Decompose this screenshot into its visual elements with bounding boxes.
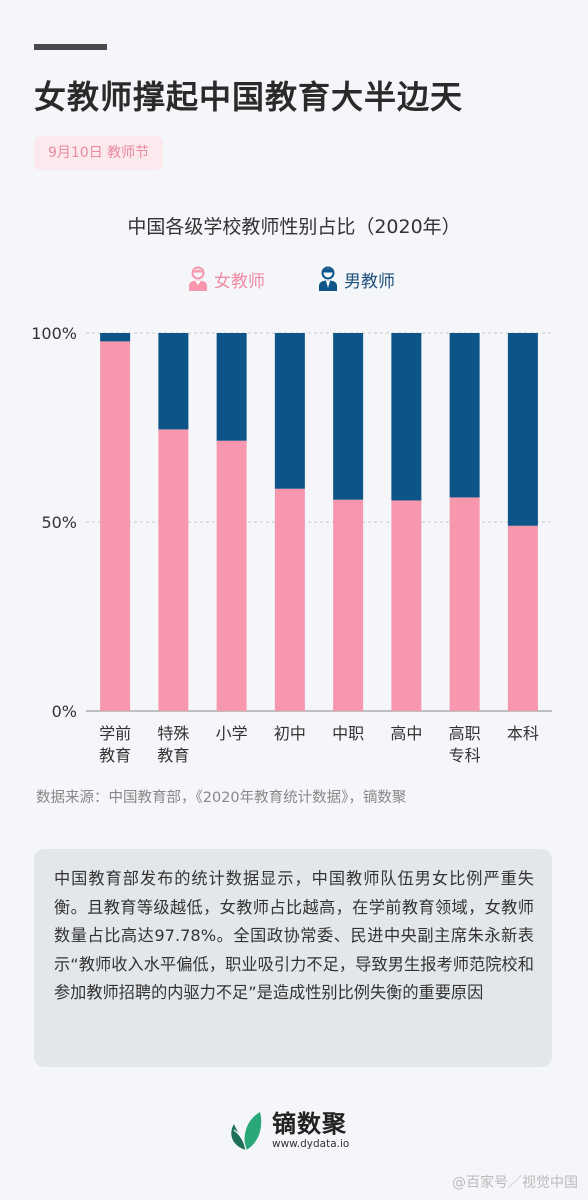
x-tick-label: 特殊 (157, 724, 189, 743)
x-tick-label: 专科 (449, 746, 481, 765)
watermark: @百家号／视觉中国 (452, 1175, 578, 1191)
description-box: 中国教育部发布的统计数据显示，中国教师队伍男女比例严重失衡。且教育等级越低，女教… (34, 849, 552, 1067)
data-source: 数据来源：中国教育部，《2020年教育统计数据》，镝数聚 (36, 790, 407, 806)
bar-male (507, 333, 538, 526)
x-tick-label: 高中 (390, 724, 422, 743)
bar-female (274, 488, 305, 711)
bar-female (391, 500, 422, 711)
bar-male (333, 333, 364, 500)
male-teacher-icon (319, 266, 337, 291)
y-tick-label: 0% (52, 702, 77, 721)
x-tick-label: 学前 (99, 724, 131, 743)
bar-female (507, 525, 538, 711)
bar-male (274, 333, 305, 489)
y-tick-label: 50% (41, 513, 77, 532)
bar-male (216, 333, 247, 441)
bar-female (333, 499, 364, 711)
page-title: 女教师撑起中国教育大半边天 (34, 78, 464, 116)
bar-female (158, 429, 189, 711)
bar-female (216, 440, 247, 711)
x-tick-label: 小学 (216, 724, 248, 743)
x-tick-label: 中职 (332, 724, 364, 743)
brand-logo: 镝数聚 www.dydata.io (226, 1110, 349, 1152)
description-text: 中国教育部发布的统计数据显示，中国教师队伍男女比例严重失衡。且教育等级越低，女教… (54, 869, 534, 1003)
bar-male (391, 333, 422, 501)
bar-male (100, 333, 131, 342)
leaf-logo-icon (231, 1112, 262, 1151)
bar-female (100, 341, 131, 711)
x-tick-label: 教育 (99, 746, 131, 765)
legend-male: 男教师 (318, 262, 395, 296)
x-tick-label: 高职 (449, 724, 481, 743)
x-tick-label: 初中 (274, 724, 306, 743)
brand-url: www.dydata.io (272, 1138, 350, 1150)
legend-male-label: 男教师 (344, 271, 395, 292)
legend-female-label: 女教师 (214, 271, 265, 292)
x-tick-label: 本科 (507, 724, 539, 743)
date-badge: 9月10日 教师节 (34, 136, 164, 170)
bar-female (449, 497, 480, 711)
bar-male (449, 333, 480, 498)
brand-name: 镝数聚 (272, 1110, 347, 1138)
x-tick-label: 教育 (157, 746, 189, 765)
female-teacher-icon (189, 266, 207, 291)
chart-title: 中国各级学校教师性别占比（2020年） (127, 216, 461, 238)
y-tick-label: 100% (31, 324, 77, 343)
bar-male (158, 333, 189, 430)
header-accent-bar (34, 44, 107, 50)
legend-female: 女教师 (188, 262, 265, 296)
